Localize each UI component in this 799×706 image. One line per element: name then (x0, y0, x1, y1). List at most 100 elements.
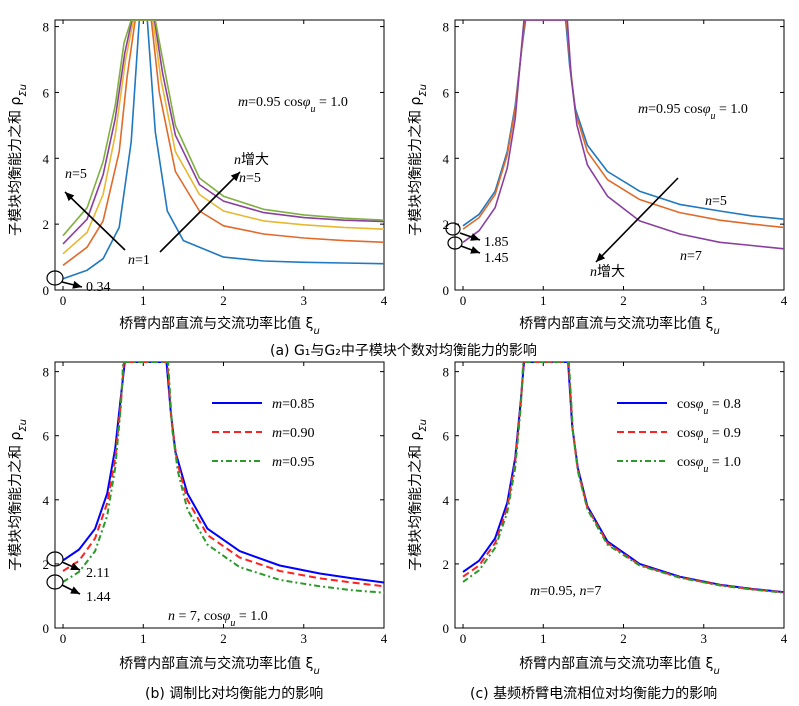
annotation-value-185: 1.85 (484, 235, 509, 250)
x-tick-label-c-2: 2 (620, 631, 627, 646)
x-tick-label-c-3: 3 (701, 631, 708, 646)
legend-label-c-0: cosφu = 0.8 (677, 397, 741, 417)
plot-frame-a-right (454, 19, 785, 291)
legend-label-b-0: m=0.85 (272, 397, 315, 412)
x-tick-label-a-left-3: 3 (301, 293, 308, 308)
y-tick-label-a-right-3: 6 (443, 85, 450, 100)
series-line-c-2 (462, 362, 784, 594)
plot-frame-a-left (54, 19, 385, 291)
x-tick-label-a-right-0: 0 (460, 293, 467, 308)
x-tick-label-a-right-1: 1 (540, 293, 547, 308)
y-tick-label-b-0: 0 (43, 621, 50, 636)
panel-a-left (54, 19, 385, 291)
y-tick-label-c-1: 2 (443, 557, 450, 572)
annotation-n1: n=1 (128, 253, 150, 268)
y-axis-label-c: 子模块均衡能力之和 ρΣu (408, 419, 429, 571)
annotation-params-a-right: m=0.95 cosφu = 1.0 (638, 102, 748, 122)
y-tick-label-c-0: 0 (443, 621, 450, 636)
y-tick-label-a-right-1: 2 (443, 217, 450, 232)
marker-circle-034 (46, 270, 64, 286)
x-tick-label-a-left-0: 0 (60, 293, 67, 308)
marker-circle-144 (46, 574, 64, 590)
series-line-c-1 (462, 362, 784, 594)
y-tick-label-a-left-0: 0 (43, 283, 50, 298)
annotation-n-increase-right: n增大 (590, 264, 625, 280)
series-line-b-1 (62, 362, 384, 588)
x-axis-label-c: 桥臂内部直流与交流功率比值 ξu (519, 655, 720, 677)
annotation-value-144: 1.44 (86, 590, 111, 605)
annotation-n5-left: n=5 (65, 167, 87, 182)
x-tick-label-c-0: 0 (460, 631, 467, 646)
x-tick-label-c-4: 4 (781, 631, 788, 646)
annotation-n5-right: n=5 (239, 171, 261, 186)
y-tick-label-a-right-0: 0 (443, 283, 450, 298)
x-tick-label-a-right-3: 3 (701, 293, 708, 308)
x-tick-label-b-2: 2 (220, 631, 227, 646)
x-tick-label-b-1: 1 (140, 631, 147, 646)
series-line-b-0 (62, 362, 384, 584)
y-axis-label-a-right: 子模块均衡能力之和 ρΣu (408, 84, 429, 236)
arrow-144 (61, 584, 81, 595)
legend-label-b-1: m=0.90 (272, 426, 315, 441)
y-tick-label-c-2: 4 (443, 493, 450, 508)
x-tick-label-a-left-2: 2 (220, 293, 227, 308)
marker-circle-185 (445, 222, 461, 236)
annotation-params-c: m=0.95, n=7 (530, 584, 601, 599)
annotation-n-increase: n增大 (234, 152, 269, 168)
marker-circle-211 (46, 551, 64, 567)
caption-c: (c) 基频桥臂电流相位对均衡能力的影响 (470, 686, 718, 702)
x-tick-label-c-1: 1 (540, 631, 547, 646)
series-line-a-left-1 (62, 20, 384, 266)
y-tick-label-b-1: 2 (43, 557, 50, 572)
y-axis-label-b: 子模块均衡能力之和 ρΣu (8, 419, 29, 571)
arrow-n-increase-right (595, 177, 679, 263)
caption-a: (a) G₁与G₂中子模块个数对均衡能力的影响 (270, 343, 537, 359)
x-tick-label-b-3: 3 (301, 631, 308, 646)
x-tick-label-a-right-2: 2 (620, 293, 627, 308)
y-tick-label-a-left-2: 4 (43, 151, 50, 166)
annotation-n7-a-right: n=7 (680, 249, 702, 264)
panel-c (454, 361, 785, 629)
x-axis-label-b: 桥臂内部直流与交流功率比值 ξu (119, 655, 320, 677)
x-tick-label-a-right-4: 4 (781, 293, 788, 308)
series-line-a-left-4 (62, 20, 384, 237)
y-tick-label-a-right-4: 8 (443, 20, 450, 35)
panel-b (54, 361, 385, 629)
x-tick-label-a-left-4: 4 (381, 293, 388, 308)
legend-label-b-2: m=0.95 (272, 455, 315, 470)
arrow-034 (61, 280, 83, 289)
plot-frame-b (54, 361, 385, 629)
caption-b: (b) 调制比对均衡能力的影响 (145, 686, 324, 702)
legend-label-c-1: cosφu = 0.9 (677, 426, 741, 446)
y-tick-label-a-left-3: 6 (43, 85, 50, 100)
annotation-value-145: 1.45 (484, 251, 509, 266)
y-tick-label-b-2: 4 (43, 493, 50, 508)
series-line-a-right-0 (462, 20, 784, 227)
annotation-params-b: n = 7, cosφu = 1.0 (168, 609, 268, 629)
arrow-211 (61, 561, 81, 571)
annotation-n5-a-right: n=5 (705, 194, 727, 209)
annotation-value-034: 0.34 (86, 280, 111, 295)
legend-label-c-2: cosφu = 1.0 (677, 455, 741, 475)
x-axis-label-a-right: 桥臂内部直流与交流功率比值 ξu (519, 315, 720, 337)
y-tick-label-c-4: 8 (443, 365, 450, 380)
plot-frame-c (454, 361, 785, 629)
series-line-b-2 (62, 362, 384, 594)
arrow-n-left (64, 191, 126, 251)
annotation-value-211: 2.11 (86, 566, 110, 581)
y-axis-label-a-left: 子模块均衡能力之和 ρΣu (8, 84, 29, 236)
arrow-n-right (159, 171, 241, 253)
y-tick-label-b-4: 8 (43, 365, 50, 380)
arrow-145 (460, 245, 481, 254)
series-line-a-left-3 (62, 20, 384, 245)
marker-circle-145 (447, 236, 463, 250)
y-tick-label-a-left-4: 8 (43, 20, 50, 35)
panel-a-right (454, 19, 785, 291)
x-axis-label-a-left: 桥臂内部直流与交流功率比值 ξu (119, 315, 320, 337)
y-tick-label-b-3: 6 (43, 429, 50, 444)
x-tick-label-b-0: 0 (60, 631, 67, 646)
y-tick-label-a-left-1: 2 (43, 217, 50, 232)
y-tick-label-c-3: 6 (443, 429, 450, 444)
arrow-185 (459, 232, 481, 241)
